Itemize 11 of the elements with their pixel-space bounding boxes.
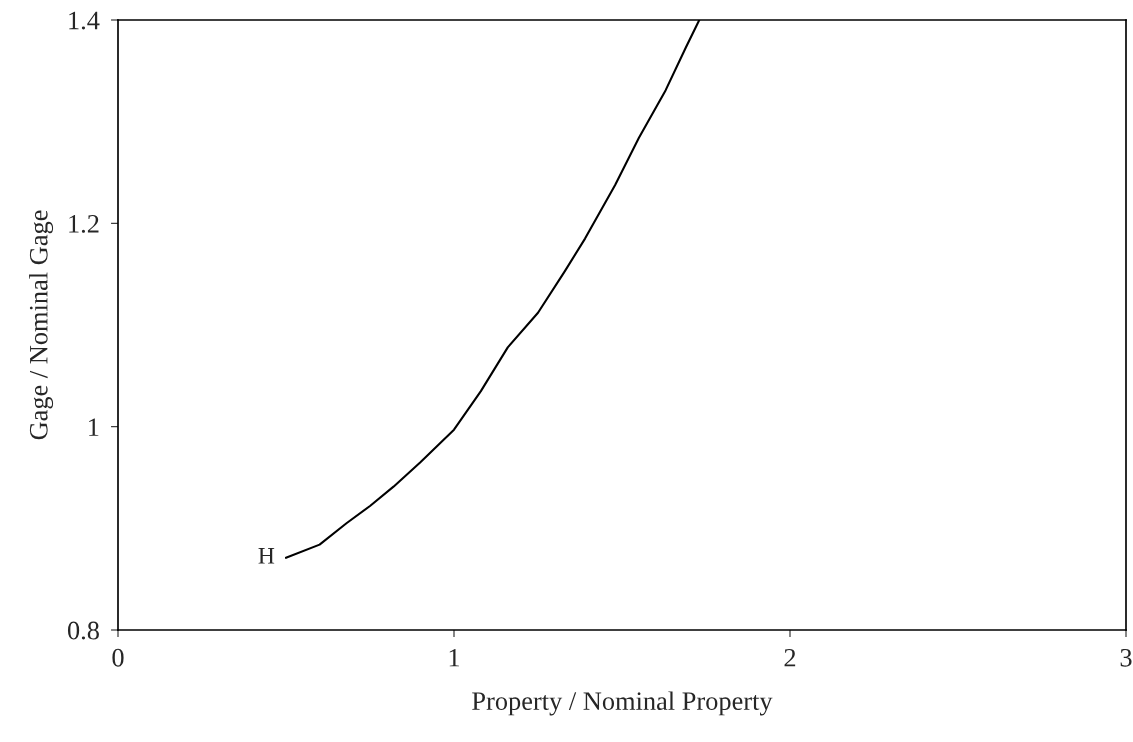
- y-tick-label: 1: [89, 418, 99, 436]
- y-tick-label: 1.2: [69, 215, 99, 233]
- x-tick-label: 1: [449, 648, 460, 667]
- x-tick-label: 0: [112, 648, 124, 667]
- y-axis-title: Gage / Nominal Gage: [29, 210, 54, 440]
- x-axis-title: Property / Nominal Property: [472, 691, 773, 716]
- x-tick-label: 2: [784, 648, 796, 667]
- x-tick-label: 3: [1120, 648, 1132, 667]
- y-tick-label: 1.4: [69, 11, 100, 30]
- y-tick-label: 0.8: [67, 621, 99, 640]
- annotation: H: [258, 548, 275, 564]
